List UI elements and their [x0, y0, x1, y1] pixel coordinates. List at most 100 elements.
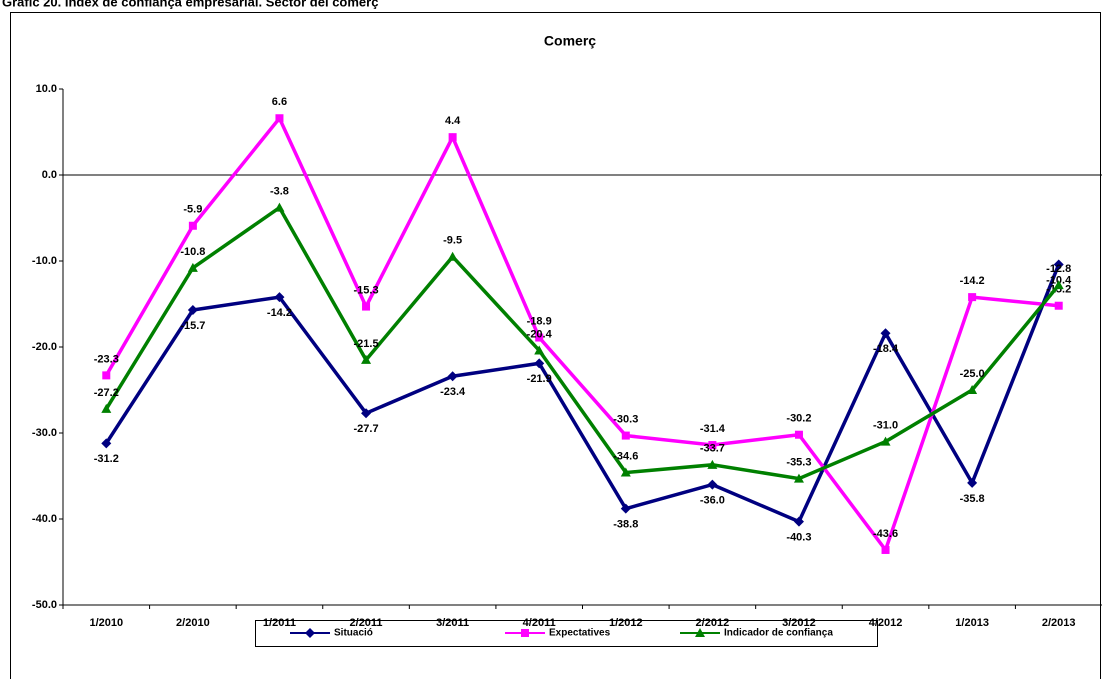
data-label: -18.4: [873, 343, 899, 355]
data-label: -38.8: [613, 519, 638, 531]
data-label: -25.0: [960, 368, 985, 380]
x-tick-label: 2/2013: [1042, 617, 1076, 629]
legend-marker: [695, 628, 705, 637]
data-label: -35.8: [960, 493, 985, 505]
marker: [188, 221, 197, 230]
data-label: -35.3: [786, 456, 811, 468]
marker: [620, 503, 631, 514]
x-tick-label: 4/2012: [869, 617, 903, 629]
data-label: -10.8: [180, 246, 205, 258]
marker: [274, 202, 285, 212]
data-label: -18.9: [527, 315, 552, 327]
marker: [707, 459, 718, 469]
marker: [1053, 280, 1064, 290]
x-tick-label: 2/2012: [696, 617, 730, 629]
marker: [187, 305, 198, 316]
y-tick-label: -50.0: [32, 599, 57, 611]
marker: [880, 328, 891, 339]
data-label: -31.2: [94, 453, 119, 465]
marker: [187, 262, 198, 272]
marker: [102, 371, 111, 380]
y-tick-label: -10.0: [32, 255, 57, 267]
data-label: -15.3: [354, 284, 379, 296]
marker: [881, 545, 890, 554]
heading: Gràfic 20. Índex de confiança empresaria…: [2, 0, 378, 9]
marker: [880, 436, 891, 446]
y-tick-label: -20.0: [32, 341, 57, 353]
marker: [274, 292, 285, 303]
marker: [1053, 259, 1064, 270]
x-tick-label: 3/2011: [436, 617, 469, 629]
y-tick-label: -40.0: [32, 513, 57, 525]
data-label: -9.5: [443, 235, 462, 247]
marker: [620, 467, 631, 477]
x-tick-label: 1/2012: [609, 617, 643, 629]
data-label: -20.4: [527, 328, 553, 340]
chart-frame: [10, 12, 1101, 679]
marker: [447, 251, 458, 261]
marker: [707, 479, 718, 490]
marker: [534, 358, 545, 369]
data-label: 6.6: [272, 96, 287, 108]
data-label: -23.4: [440, 386, 466, 398]
marker: [101, 403, 112, 413]
y-tick-label: -30.0: [32, 427, 57, 439]
data-label: -23.3: [94, 353, 119, 365]
marker: [1054, 301, 1063, 310]
marker: [621, 431, 630, 440]
series-line: [104, 263, 1061, 524]
marker: [448, 133, 457, 142]
marker: [101, 438, 112, 449]
marker: [361, 408, 372, 419]
data-label: -31.4: [700, 423, 726, 435]
marker: [447, 371, 458, 382]
marker: [968, 293, 977, 302]
data-label: -3.8: [270, 186, 289, 198]
data-label: -14.2: [960, 275, 985, 287]
x-tick-label: 1/2011: [263, 617, 296, 629]
marker: [794, 430, 803, 439]
data-label: -10.4: [1046, 274, 1072, 286]
marker: [793, 473, 804, 483]
data-label: -21.5: [354, 338, 379, 350]
data-label: -21.9: [527, 373, 552, 385]
data-label: -34.6: [613, 450, 638, 462]
legend-box: [255, 620, 878, 647]
marker: [534, 345, 545, 355]
chart-title: Comerç: [544, 33, 596, 49]
data-label: -43.6: [873, 528, 898, 540]
legend-label: Situació: [334, 628, 373, 639]
x-tick-label: 4/2011: [523, 617, 556, 629]
legend-marker: [521, 629, 529, 637]
marker: [535, 333, 544, 342]
data-label: 4.4: [445, 115, 461, 127]
marker: [361, 354, 372, 364]
data-label: -31.0: [873, 420, 898, 432]
data-label: -40.3: [786, 531, 811, 543]
data-label: -30.3: [613, 413, 638, 425]
x-tick-label: 1/2010: [89, 617, 123, 629]
x-tick-label: 1/2013: [955, 617, 989, 629]
marker: [793, 516, 804, 527]
series-line: [104, 205, 1061, 481]
marker: [708, 441, 717, 450]
x-tick-label: 2/2011: [350, 617, 383, 629]
x-tick-label: 2/2010: [176, 617, 210, 629]
marker: [275, 114, 284, 123]
y-tick-label: 10.0: [36, 83, 57, 95]
y-tick-label: 0.0: [42, 169, 57, 181]
series-line: [104, 114, 1059, 554]
x-tick-label: 3/2012: [782, 617, 816, 629]
marker: [967, 477, 978, 488]
data-label: -15.7: [180, 320, 205, 332]
data-label: -36.0: [700, 495, 725, 507]
legend-label: Expectatives: [549, 628, 611, 639]
data-label: -27.7: [354, 423, 379, 435]
data-label: -27.2: [94, 387, 119, 399]
legend-marker: [305, 628, 315, 638]
marker: [967, 385, 978, 394]
marker: [362, 302, 371, 311]
data-label: -30.2: [786, 413, 811, 425]
data-label: -14.2: [267, 307, 292, 319]
